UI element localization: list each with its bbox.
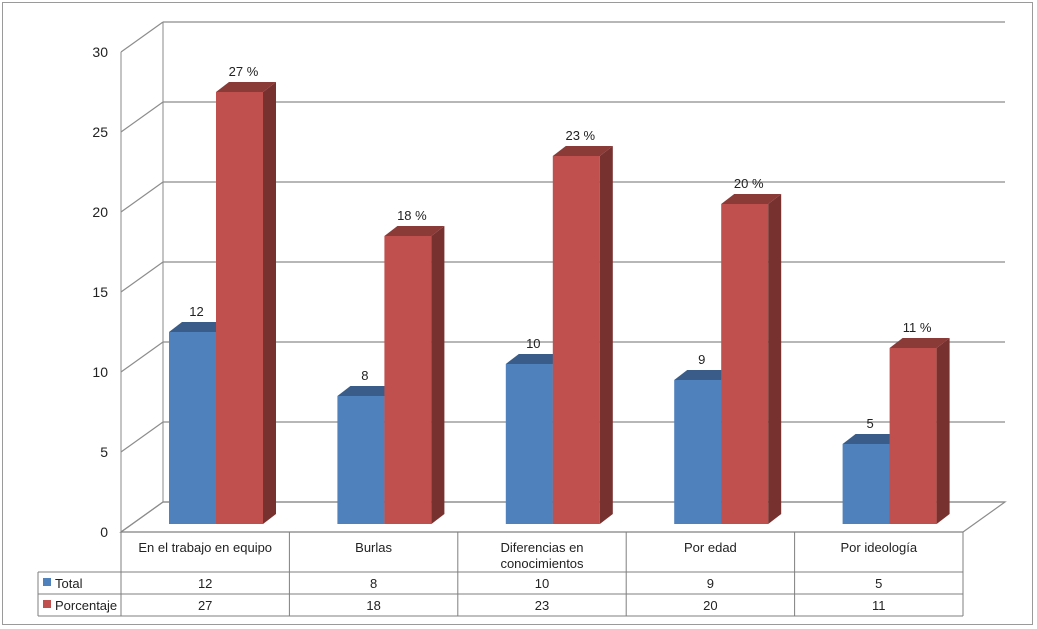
legend-label-porcentaje: Porcentaje xyxy=(55,598,117,613)
gridline-side-30 xyxy=(120,21,164,53)
legend-key-porcentaje xyxy=(43,600,51,608)
table-cell: 8 xyxy=(370,576,377,591)
x-category-label: En el trabajo en equipo xyxy=(138,540,272,555)
data-label: 10 xyxy=(526,336,540,351)
bars: 12 27 % 8 18 % 10 23 % 9 20 % 5 11 % xyxy=(169,64,950,524)
gridline-side-5 xyxy=(120,421,164,453)
table-cell: 23 xyxy=(535,598,549,613)
y-tick-label: 10 xyxy=(92,364,108,380)
y-tick-label: 25 xyxy=(92,124,108,140)
bar-side xyxy=(768,194,782,524)
table-cell: 18 xyxy=(366,598,380,613)
y-tick-label: 0 xyxy=(100,524,108,540)
bar-front xyxy=(337,396,385,524)
table-cell: 5 xyxy=(875,576,882,591)
bar-porcentaje-1: 27 % xyxy=(216,64,276,524)
bar-front xyxy=(842,444,890,524)
data-table: En el trabajo en equipo Burlas Diferencias… xyxy=(37,531,964,617)
data-label: 20 % xyxy=(734,176,764,191)
bar-front xyxy=(505,364,553,524)
data-label: 18 % xyxy=(397,208,427,223)
bar-top xyxy=(552,146,613,156)
data-label: 23 % xyxy=(565,128,595,143)
bar-side xyxy=(431,226,445,524)
x-category-label: Por edad xyxy=(684,540,737,555)
bar-side xyxy=(263,82,276,524)
table-cell: 11 xyxy=(872,598,886,613)
bar-top xyxy=(674,370,735,380)
bar-side xyxy=(936,338,950,524)
bar-front xyxy=(721,204,769,524)
x-category-label: Diferencias en conocimientos xyxy=(500,540,584,571)
bar-porcentaje-4: 20 % xyxy=(721,176,782,524)
bar-top xyxy=(505,354,566,364)
bar-front xyxy=(216,92,263,524)
data-label: 8 xyxy=(361,368,368,383)
table-cell: 20 xyxy=(703,598,717,613)
data-label: 5 xyxy=(866,416,873,431)
bar-porcentaje-5: 11 % xyxy=(889,320,950,524)
bar-porcentaje-3: 23 % xyxy=(552,128,613,524)
legend-label-total: Total xyxy=(55,576,83,591)
bar-front xyxy=(384,236,432,524)
y-tick-label: 5 xyxy=(100,444,108,460)
bar-front xyxy=(552,156,600,524)
bar-side xyxy=(599,146,613,524)
bar-front xyxy=(169,332,216,524)
gridline-side-20 xyxy=(120,181,164,213)
table-cell: 9 xyxy=(707,576,714,591)
table-cell: 10 xyxy=(535,576,549,591)
bar-top xyxy=(889,338,950,348)
bar-front xyxy=(674,380,722,524)
y-tick-label: 20 xyxy=(92,204,108,220)
bar-porcentaje-2: 18 % xyxy=(384,208,445,524)
gridline-side-10 xyxy=(120,341,164,373)
gridline-side-15 xyxy=(120,261,164,293)
table-cell: 12 xyxy=(198,576,212,591)
bar-top xyxy=(384,226,445,236)
table-cell: 27 xyxy=(198,598,212,613)
gridline-side-25 xyxy=(120,101,164,133)
bar-top xyxy=(842,434,903,444)
data-label: 27 % xyxy=(229,64,259,79)
y-tick-label: 15 xyxy=(92,284,108,300)
bar-top xyxy=(337,386,398,396)
data-label: 11 % xyxy=(903,320,932,335)
x-category-label: Burlas xyxy=(355,540,392,555)
bar-top xyxy=(216,82,276,92)
bar-top xyxy=(721,194,782,204)
bar-front xyxy=(889,348,937,524)
bar-top xyxy=(169,322,229,332)
y-tick-label: 30 xyxy=(92,44,108,60)
legend-key-total xyxy=(43,578,51,586)
data-label: 9 xyxy=(698,352,705,367)
x-category-label: Por ideología xyxy=(840,540,917,555)
data-label: 12 xyxy=(189,304,203,319)
